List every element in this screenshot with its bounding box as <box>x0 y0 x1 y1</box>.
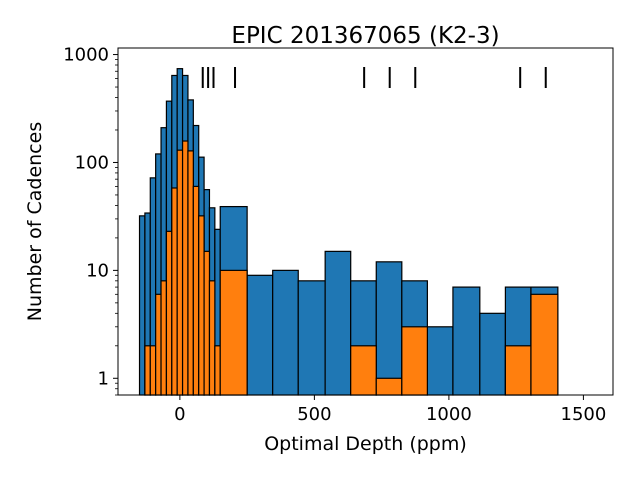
orange-bar-12 <box>208 280 216 396</box>
orange-bar-11 <box>203 250 211 396</box>
x-tick-label-1: 500 <box>297 404 331 425</box>
bars-layer <box>138 68 559 396</box>
blue-bar-17 <box>272 269 299 396</box>
blue-bar-21 <box>375 261 403 396</box>
blue-bar-24 <box>452 286 481 396</box>
orange-bar-4 <box>165 230 173 396</box>
orange-bar-14 <box>219 269 248 396</box>
orange-bar-3 <box>160 280 168 396</box>
blue-bar-18 <box>297 280 326 396</box>
orange-bar-0 <box>144 345 151 396</box>
depth-markers <box>201 67 547 88</box>
orange-bar-2 <box>155 293 162 396</box>
plot-frame <box>117 47 614 396</box>
blue-bar-25 <box>479 312 506 396</box>
orange-bar-13 <box>214 345 221 396</box>
orange-bar-19 <box>530 293 559 396</box>
y-tick-label-3: 1000 <box>63 45 109 66</box>
orange-bar-15 <box>350 345 377 396</box>
orange-bar-7 <box>181 140 189 396</box>
x-tick-label-0: 0 <box>174 404 185 425</box>
orange-bar-9 <box>192 185 200 396</box>
blue-bar-0 <box>138 215 146 396</box>
x-axis: 0 500 1000 1500 <box>174 395 606 425</box>
blue-bar-19 <box>324 250 352 396</box>
x-axis-label: Optimal Depth (ppm) <box>264 433 467 455</box>
x-tick-label-3: 1500 <box>561 404 607 425</box>
orange-bar-1 <box>149 345 157 396</box>
blue-bar-16 <box>246 274 274 396</box>
orange-bar-8 <box>187 150 194 396</box>
y-tick-label-2: 100 <box>75 152 109 173</box>
orange-bar-17 <box>401 326 428 396</box>
orange-bar-10 <box>198 215 205 396</box>
y-axis: 1 10 100 1000 <box>63 45 118 396</box>
x-tick-label-2: 1000 <box>426 404 472 425</box>
blue-bar-23 <box>426 326 454 396</box>
orange-bar-16 <box>375 377 403 396</box>
orange-bar-6 <box>176 149 184 396</box>
orange-bar-18 <box>504 345 532 396</box>
y-tick-label-0: 1 <box>98 368 109 389</box>
chart-title: EPIC 201367065 (K2-3) <box>231 23 499 49</box>
y-axis-label: Number of Cadences <box>24 122 46 321</box>
orange-bar-5 <box>171 187 178 396</box>
y-tick-label-1: 10 <box>86 260 109 281</box>
